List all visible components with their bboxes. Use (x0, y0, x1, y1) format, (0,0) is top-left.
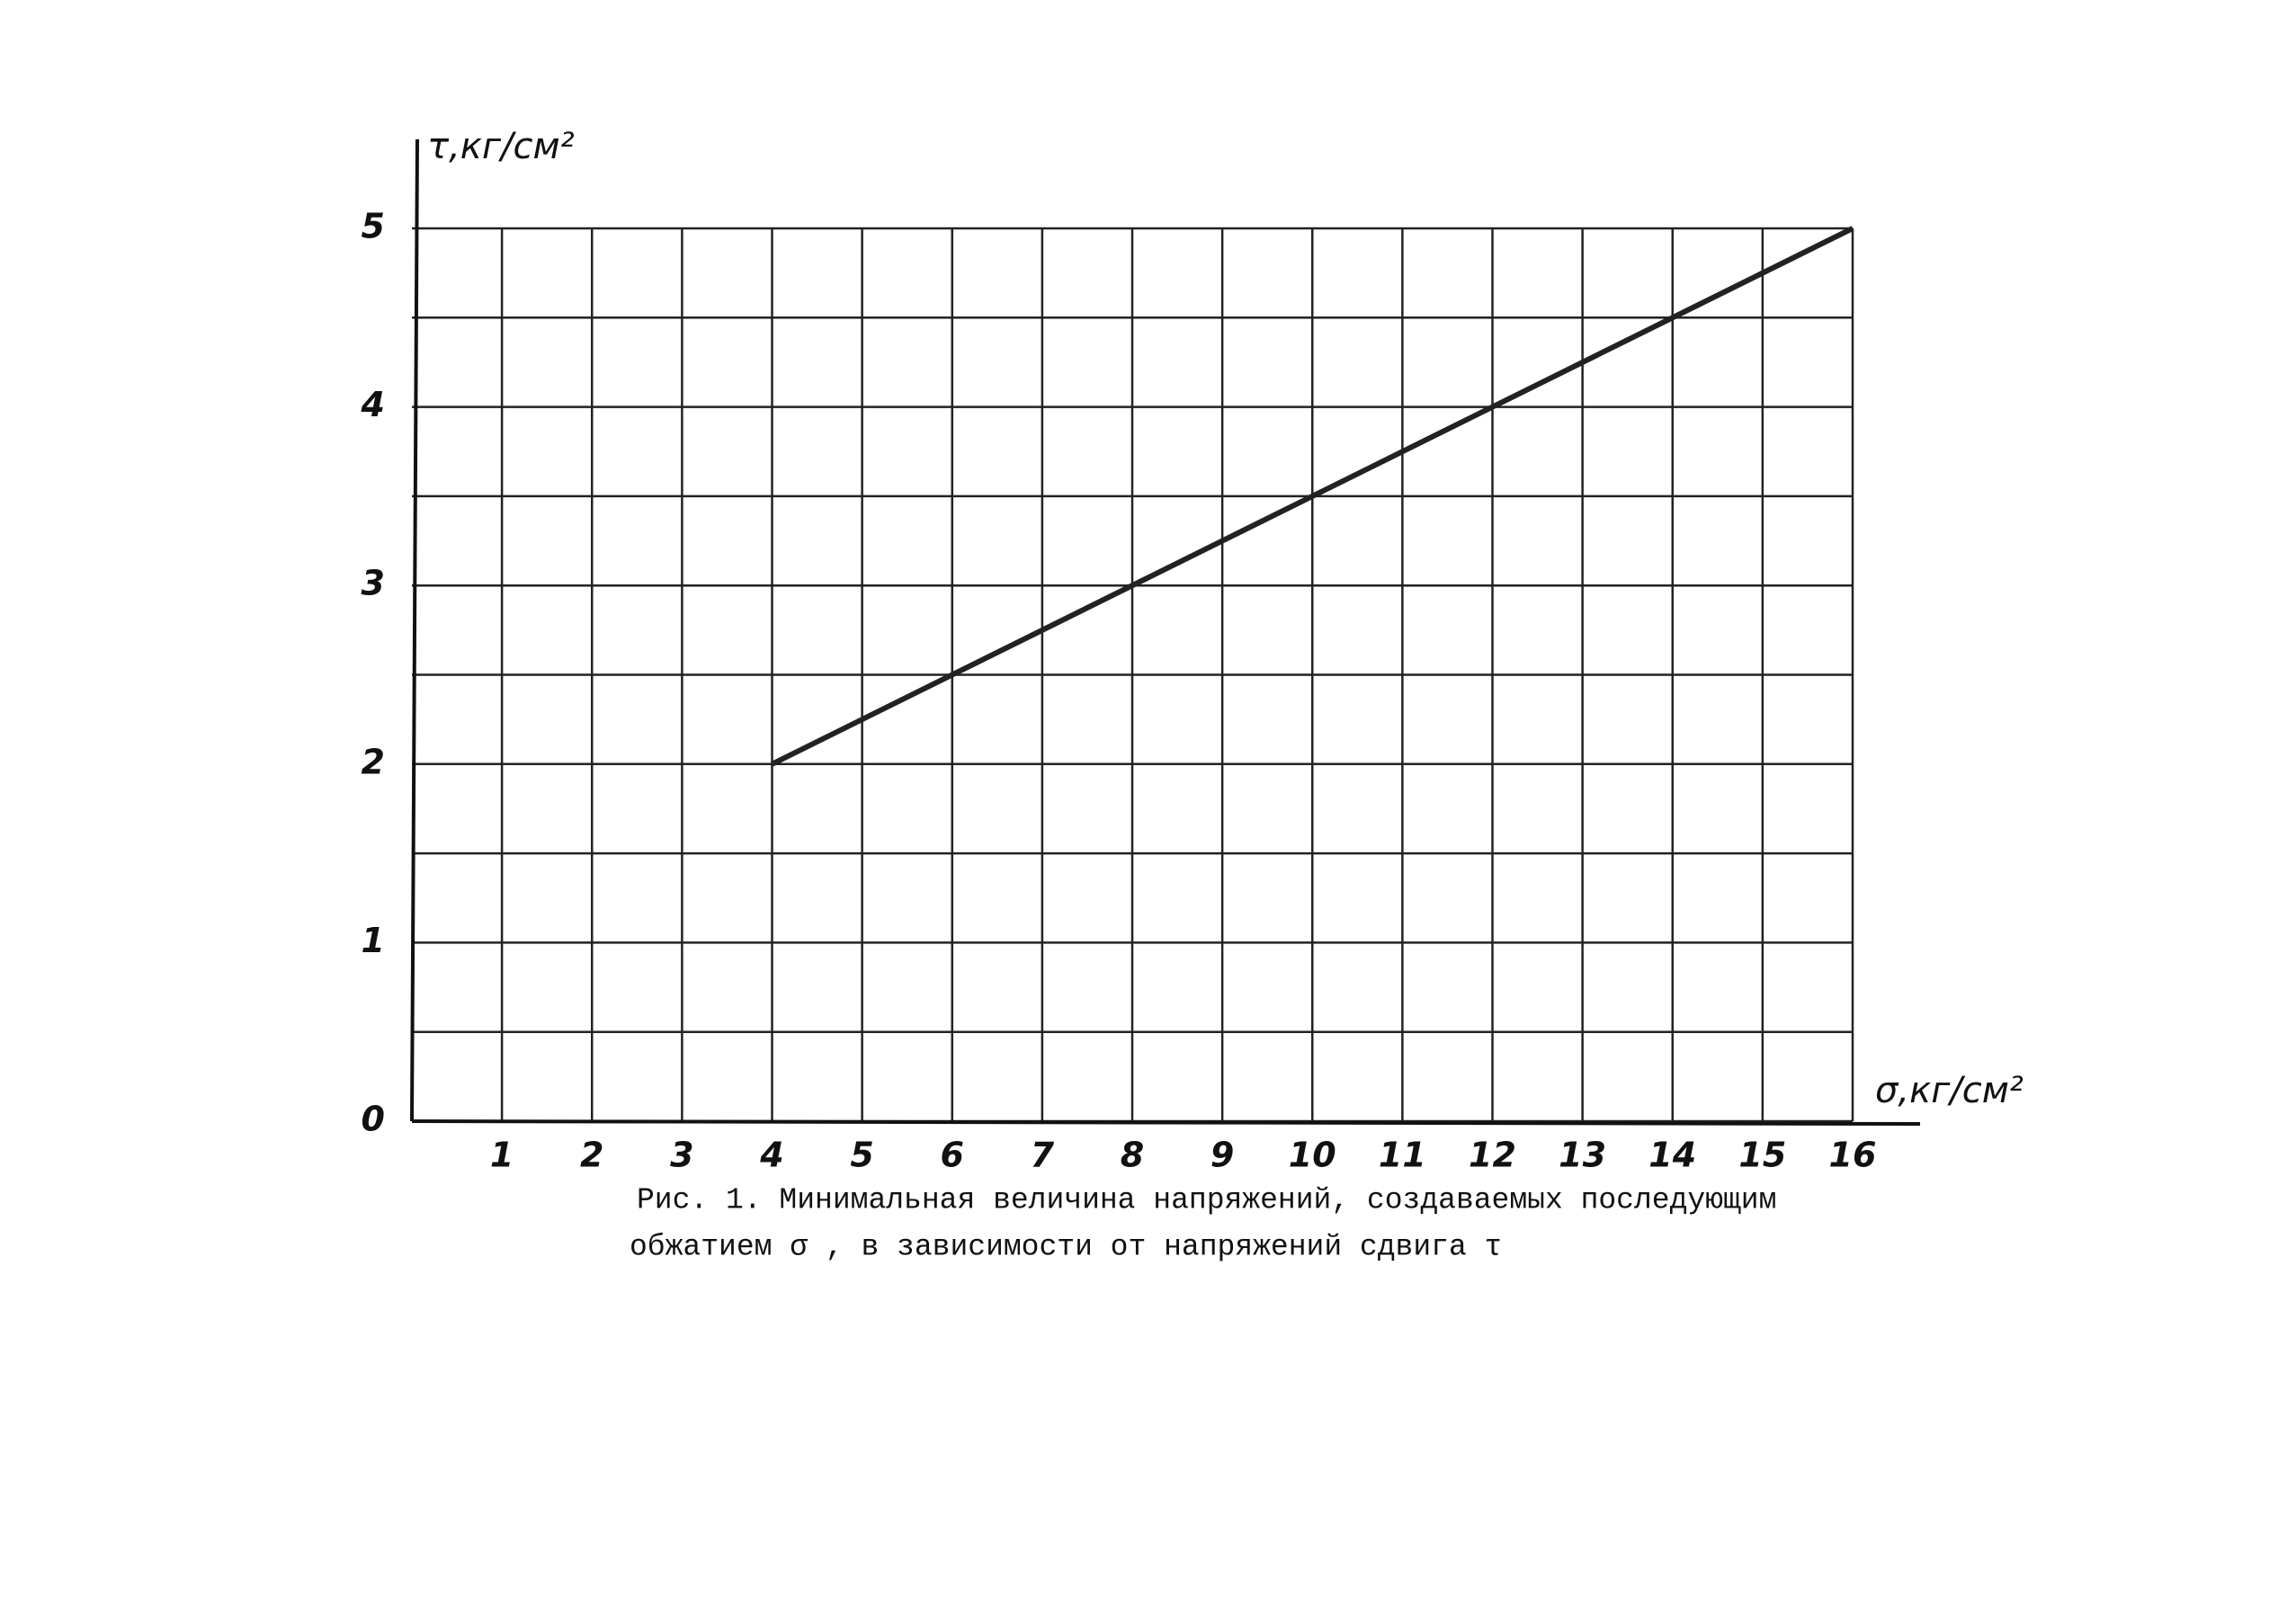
x-tick-label: 9 (1211, 1136, 1234, 1175)
x-tick-label: 10 (1289, 1136, 1336, 1175)
data-line (771, 226, 1854, 767)
x-tick-label: 6 (941, 1136, 964, 1175)
x-tick-label: 4 (759, 1136, 783, 1175)
caption-line: обжатием σ , в зависимости от напряжений… (630, 1231, 1502, 1264)
x-axis-label: σ,кг/см² (1875, 1070, 2024, 1111)
x-tick-label: 8 (1121, 1136, 1144, 1175)
y-tick-label: 0 (362, 1100, 385, 1139)
x-tick-label: 1 (490, 1136, 514, 1175)
y-tick-label: 4 (361, 385, 385, 424)
x-tick-label: 13 (1559, 1136, 1606, 1175)
x-tick-label: 2 (580, 1136, 603, 1175)
x-tick-label: 11 (1379, 1136, 1426, 1175)
x-tick-label: 16 (1829, 1136, 1877, 1175)
y-tick-label: 2 (362, 742, 385, 781)
x-tick-label: 12 (1469, 1136, 1516, 1175)
y-axis (410, 138, 419, 1122)
x-axis (411, 1119, 1921, 1126)
y-axis-label: τ,кг/см² (427, 126, 575, 167)
x-tick-label: 3 (670, 1136, 693, 1175)
x-tick-label: 5 (850, 1136, 873, 1175)
x-tick-label: 14 (1648, 1136, 1696, 1175)
x-tick-label: 7 (1031, 1136, 1055, 1175)
caption-line: Рис. 1. Минимальная величина напряжений,… (637, 1184, 1776, 1217)
y-tick-label: 3 (362, 564, 385, 603)
y-tick-label: 5 (362, 207, 385, 246)
x-tick-label: 15 (1738, 1136, 1786, 1175)
y-tick-label: 1 (362, 921, 385, 960)
